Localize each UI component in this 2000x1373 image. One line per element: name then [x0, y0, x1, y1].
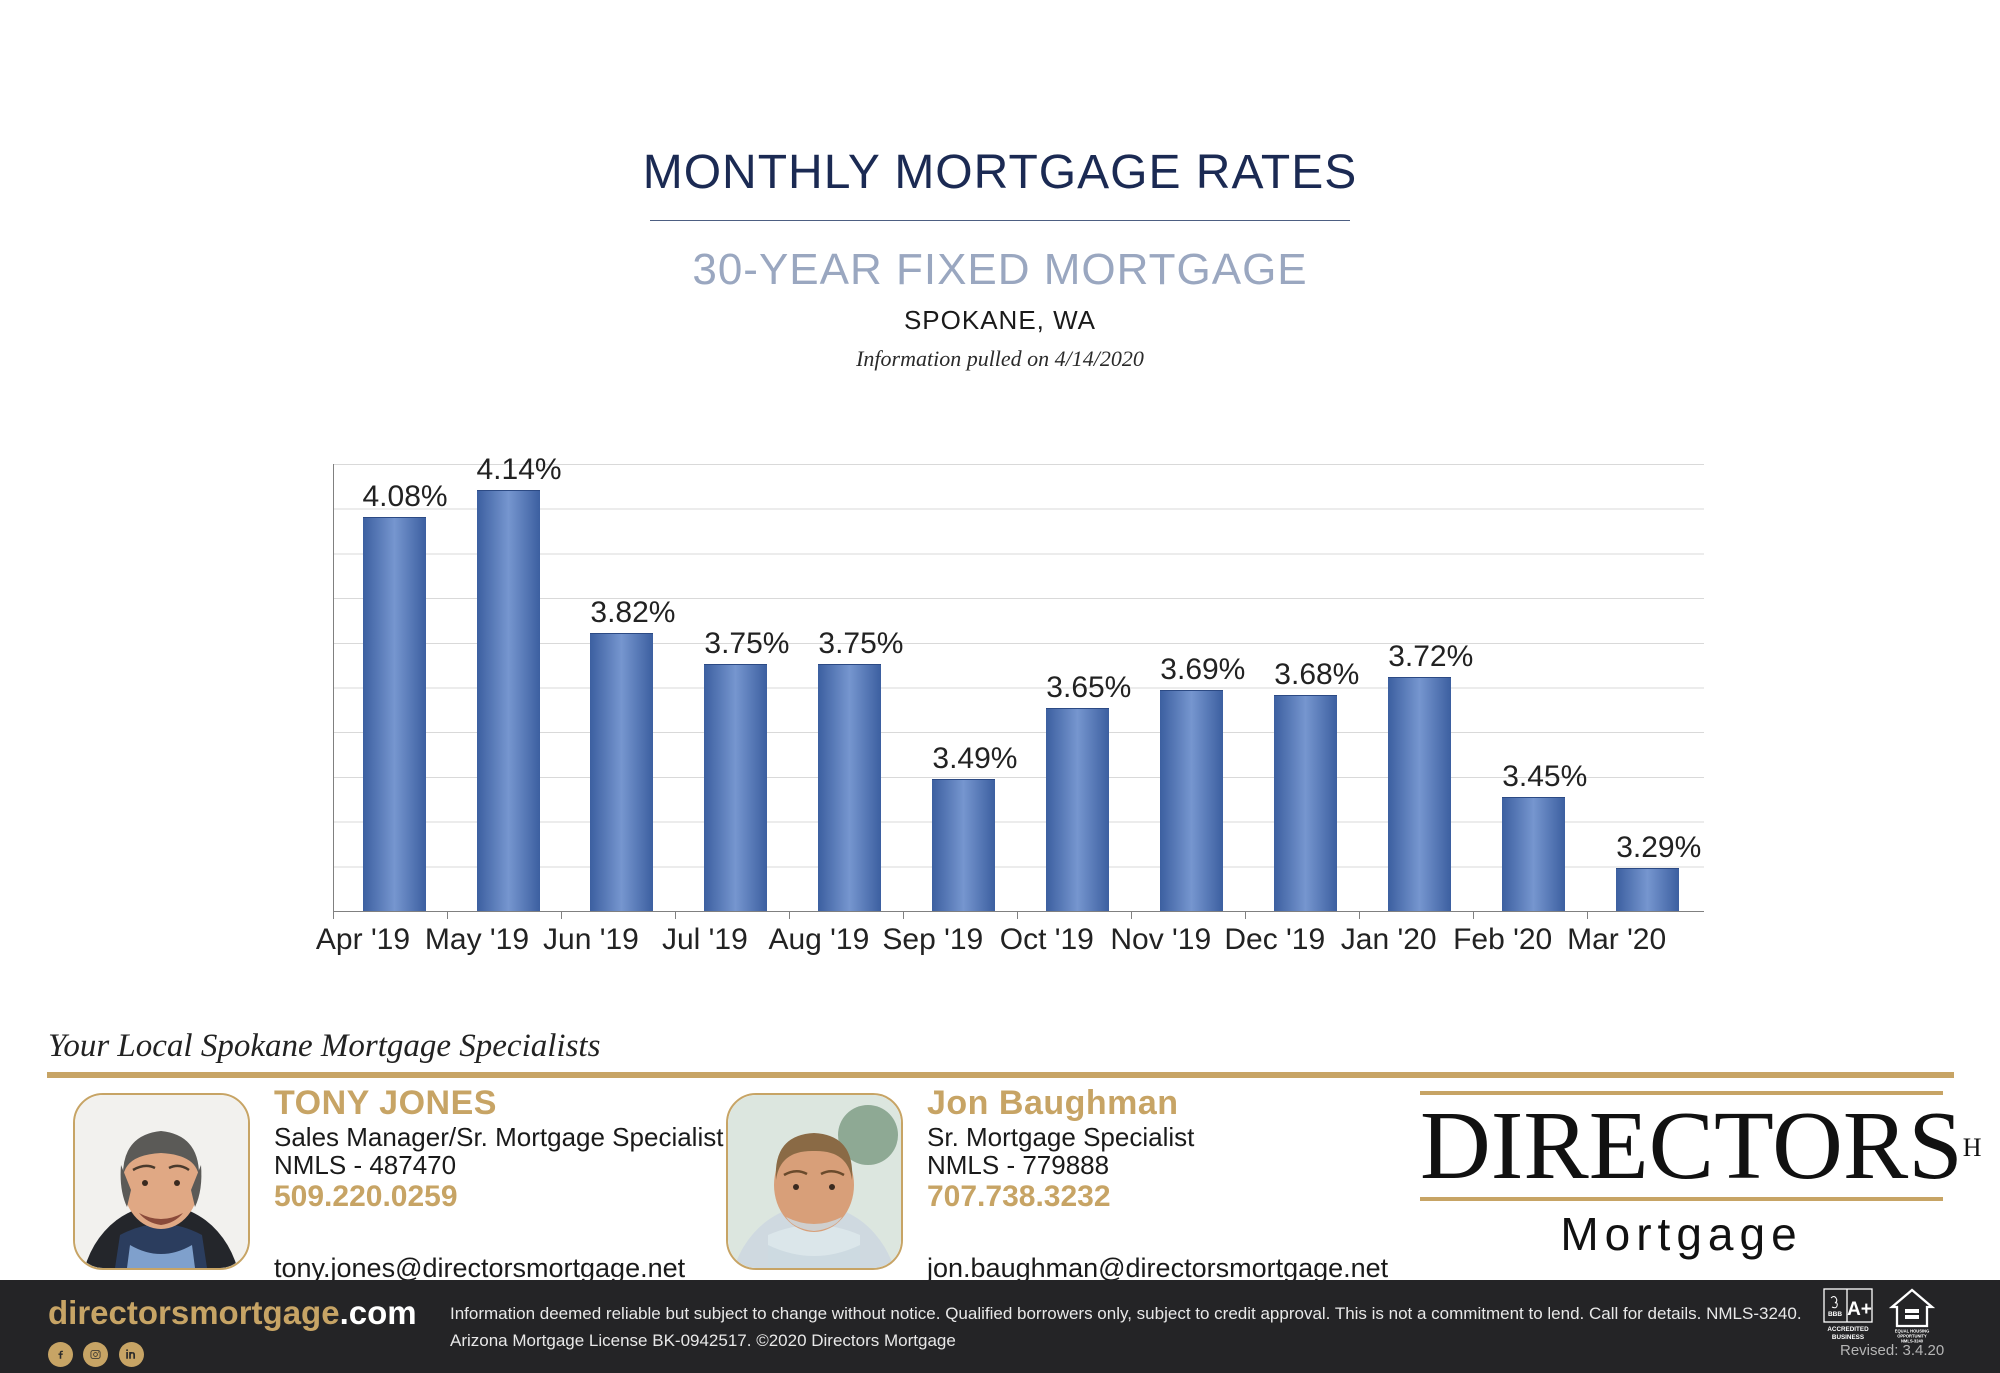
svg-text:BBB: BBB — [1828, 1311, 1842, 1318]
svg-text:ACCREDITED: ACCREDITED — [1827, 1326, 1869, 1333]
svg-text:A+: A+ — [1847, 1299, 1872, 1320]
svg-text:BUSINESS: BUSINESS — [1832, 1334, 1864, 1341]
